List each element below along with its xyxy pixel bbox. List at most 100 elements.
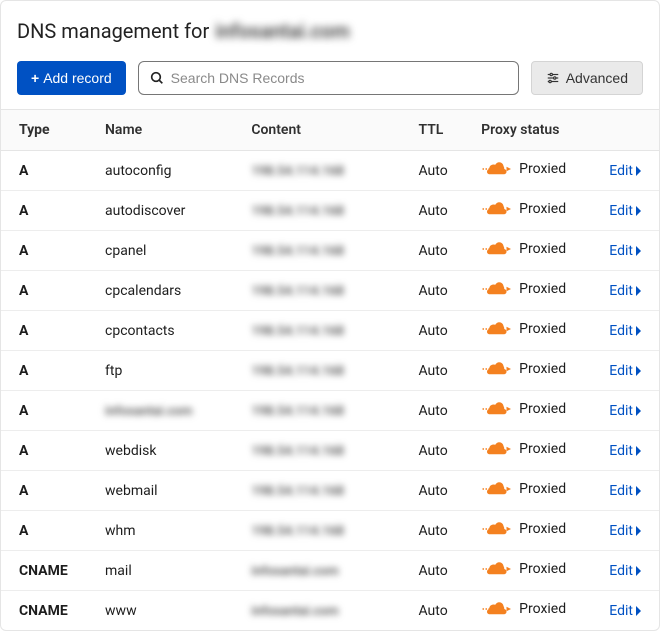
chevron-right-icon	[635, 566, 643, 576]
cell-name: ftp	[95, 351, 241, 391]
chevron-right-icon	[635, 406, 643, 416]
cell-ttl: Auto	[408, 391, 471, 431]
proxy-status-label: Proxied	[519, 521, 566, 537]
cloud-proxy-icon	[481, 162, 511, 176]
edit-link[interactable]: Edit	[609, 163, 643, 179]
cell-ttl: Auto	[408, 231, 471, 271]
cell-content: 198.54.114.168	[241, 151, 408, 191]
search-input[interactable]	[165, 68, 508, 88]
cloud-proxy-icon	[481, 602, 511, 616]
cell-type: A	[1, 431, 95, 471]
proxy-status-label: Proxied	[519, 161, 566, 177]
add-record-button[interactable]: + Add record	[17, 61, 126, 95]
cell-content: 198.54.114.168	[241, 391, 408, 431]
table-row: CNAMEwwwinfosantai.comAutoProxiedEdit	[1, 591, 659, 631]
cell-proxy: Proxied	[471, 191, 596, 231]
col-proxy: Proxy status	[471, 110, 596, 151]
chevron-right-icon	[635, 366, 643, 376]
cell-content: 198.54.114.168	[241, 471, 408, 511]
cell-edit: Edit	[597, 391, 659, 431]
cell-content: 198.54.114.168	[241, 311, 408, 351]
col-type: Type	[1, 110, 95, 151]
cell-ttl: Auto	[408, 351, 471, 391]
cell-content: 198.54.114.168	[241, 511, 408, 551]
edit-link[interactable]: Edit	[609, 203, 643, 219]
table-row: CNAMEmailinfosantai.comAutoProxiedEdit	[1, 551, 659, 591]
cell-proxy: Proxied	[471, 591, 596, 631]
chevron-right-icon	[635, 526, 643, 536]
cell-content: 198.54.114.168	[241, 231, 408, 271]
cell-ttl: Auto	[408, 311, 471, 351]
cell-edit: Edit	[597, 351, 659, 391]
cell-name: cpcalendars	[95, 271, 241, 311]
chevron-right-icon	[635, 606, 643, 616]
edit-link[interactable]: Edit	[609, 283, 643, 299]
proxy-status-label: Proxied	[519, 361, 566, 377]
edit-link[interactable]: Edit	[609, 443, 643, 459]
search-field-wrap[interactable]	[138, 61, 519, 95]
edit-link[interactable]: Edit	[609, 483, 643, 499]
toolbar: + Add record Advanced	[17, 61, 643, 95]
cell-type: A	[1, 191, 95, 231]
cell-content: 198.54.114.168	[241, 271, 408, 311]
plus-icon: +	[31, 70, 39, 86]
dns-records-table: Type Name Content TTL Proxy status Aauto…	[1, 109, 659, 630]
table-row: Aftp198.54.114.168AutoProxiedEdit	[1, 351, 659, 391]
cloud-proxy-icon	[481, 202, 511, 216]
cell-name: autodiscover	[95, 191, 241, 231]
sliders-icon	[546, 71, 560, 85]
cell-ttl: Auto	[408, 591, 471, 631]
proxy-status-label: Proxied	[519, 281, 566, 297]
cell-proxy: Proxied	[471, 511, 596, 551]
edit-link[interactable]: Edit	[609, 523, 643, 539]
edit-link[interactable]: Edit	[609, 403, 643, 419]
proxy-status-label: Proxied	[519, 561, 566, 577]
table-row: Acpanel198.54.114.168Auto Proxied Edit	[1, 231, 659, 271]
edit-link[interactable]: Edit	[609, 243, 643, 259]
cell-name: www	[95, 591, 241, 631]
advanced-label: Advanced	[566, 70, 628, 86]
cloud-proxy-icon	[481, 242, 511, 256]
table-row: Awebmail198.54.114.168AutoProxiedEdit	[1, 471, 659, 511]
chevron-right-icon	[635, 326, 643, 336]
cell-edit: Edit	[597, 511, 659, 551]
cell-ttl: Auto	[408, 551, 471, 591]
cell-content: 198.54.114.168	[241, 431, 408, 471]
cell-edit: Edit	[597, 231, 659, 271]
cell-proxy: Proxied	[471, 231, 596, 271]
cell-proxy: Proxied	[471, 271, 596, 311]
cell-proxy: Proxied	[471, 431, 596, 471]
cell-proxy: Proxied	[471, 551, 596, 591]
proxy-status-label: Proxied	[519, 241, 566, 257]
cloud-proxy-icon	[481, 442, 511, 456]
dns-management-panel: DNS management for infosantai.com + Add …	[0, 0, 660, 631]
cell-ttl: Auto	[408, 151, 471, 191]
cell-edit: Edit	[597, 471, 659, 511]
panel-title-domain-masked: infosantai.com	[215, 19, 349, 43]
table-row: Awebdisk198.54.114.168AutoProxiedEdit	[1, 431, 659, 471]
edit-link[interactable]: Edit	[609, 323, 643, 339]
advanced-button[interactable]: Advanced	[531, 61, 643, 95]
col-content: Content	[241, 110, 408, 151]
edit-link[interactable]: Edit	[609, 363, 643, 379]
cell-content: 198.54.114.168	[241, 351, 408, 391]
cloud-proxy-icon	[481, 562, 511, 576]
table-row: Acpcontacts198.54.114.168AutoProxiedEdit	[1, 311, 659, 351]
cloud-proxy-icon	[481, 362, 511, 376]
cloud-proxy-icon	[481, 322, 511, 336]
cloud-proxy-icon	[481, 482, 511, 496]
edit-link[interactable]: Edit	[609, 563, 643, 579]
cell-edit: Edit	[597, 271, 659, 311]
cell-ttl: Auto	[408, 511, 471, 551]
table-row: Acpcalendars198.54.114.168AutoProxiedEdi…	[1, 271, 659, 311]
add-record-label: Add record	[43, 70, 111, 86]
cloud-proxy-icon	[481, 282, 511, 296]
proxy-status-label: Proxied	[519, 601, 566, 617]
cell-name: cpanel	[95, 231, 241, 271]
cell-type: A	[1, 231, 95, 271]
table-header-row: Type Name Content TTL Proxy status	[1, 110, 659, 151]
proxy-status-label: Proxied	[519, 481, 566, 497]
cell-ttl: Auto	[408, 191, 471, 231]
proxy-status-label: Proxied	[519, 321, 566, 337]
edit-link[interactable]: Edit	[609, 603, 643, 619]
